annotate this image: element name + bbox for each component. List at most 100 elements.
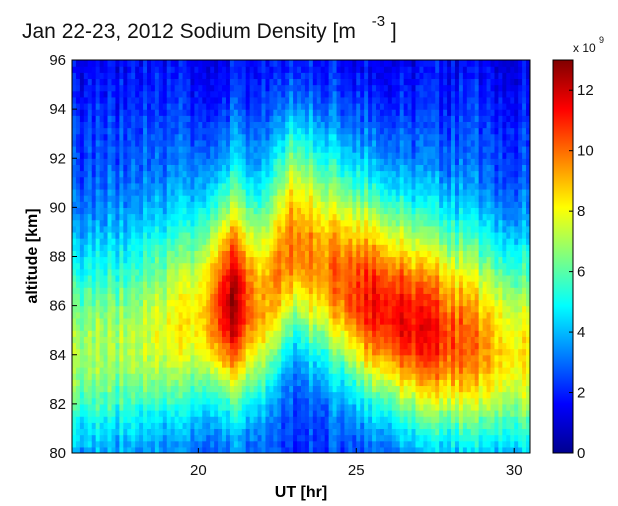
heatmap-cell (174, 72, 180, 80)
heatmap-cell (356, 225, 361, 233)
heatmap-cell (340, 422, 346, 430)
heatmap-cell (154, 324, 160, 331)
heatmap-cell (198, 225, 203, 233)
heatmap-cell (158, 440, 164, 448)
heatmap-cell (123, 60, 128, 67)
heatmap-cell (143, 428, 148, 436)
heatmap-cell (194, 207, 199, 215)
heatmap-cell (154, 299, 160, 307)
heatmap-cell (174, 422, 180, 430)
heatmap-cell (316, 244, 322, 251)
heatmap-cell (186, 305, 192, 313)
heatmap-cell (123, 78, 128, 86)
heatmap-cell (111, 342, 117, 350)
heatmap-cell (261, 281, 267, 288)
heatmap-cell (324, 60, 330, 67)
heatmap-cell (186, 379, 192, 387)
heatmap-cell (233, 109, 239, 116)
heatmap-cell (91, 403, 97, 411)
heatmap-cell (127, 121, 132, 129)
heatmap-plot-area (72, 60, 530, 453)
heatmap-cell (372, 72, 377, 80)
heatmap-cell (225, 219, 231, 227)
heatmap-cell (150, 354, 156, 362)
heatmap-cell (87, 391, 93, 399)
heatmap-cell (222, 293, 227, 301)
heatmap-cell (79, 152, 85, 159)
heatmap-cell (115, 342, 120, 350)
heatmap-cell (178, 152, 184, 159)
heatmap-cell (285, 262, 290, 270)
heatmap-cell (214, 72, 219, 80)
heatmap-cell (91, 60, 97, 67)
heatmap-cell (293, 299, 298, 307)
heatmap-cell (72, 293, 77, 301)
heatmap-cell (72, 281, 77, 288)
heatmap-cell (261, 158, 267, 165)
heatmap-cell (174, 96, 180, 104)
heatmap-cell (249, 182, 255, 190)
heatmap-cell (123, 428, 128, 436)
heatmap-cell (269, 422, 274, 430)
heatmap-cell (344, 354, 349, 362)
heatmap-cell (273, 262, 278, 270)
heatmap-cell (372, 440, 377, 448)
heatmap-cell (285, 170, 290, 178)
heatmap-cell (308, 403, 314, 411)
heatmap-cell (150, 102, 156, 110)
heatmap-cell (289, 410, 294, 417)
heatmap-cell (245, 152, 251, 159)
heatmap-cell (372, 428, 377, 436)
heatmap-cell (257, 127, 263, 135)
heatmap-cell (131, 145, 136, 153)
heatmap-cell (233, 60, 239, 67)
heatmap-cell (261, 311, 267, 319)
heatmap-cell (301, 102, 306, 110)
heatmap-cell (328, 72, 334, 80)
heatmap-cell (324, 354, 330, 362)
heatmap-cell (352, 281, 357, 288)
heatmap-cell (87, 109, 93, 116)
heatmap-cell (301, 201, 306, 208)
heatmap-cell (316, 299, 322, 307)
heatmap-cell (135, 446, 140, 453)
heatmap-cell (154, 317, 160, 325)
heatmap-cell (182, 121, 188, 129)
heatmap-cell (107, 195, 113, 202)
heatmap-cell (261, 256, 267, 264)
heatmap-cell (372, 262, 377, 270)
heatmap-cell (293, 360, 298, 368)
heatmap-cell (364, 225, 369, 233)
heatmap-cell (107, 274, 113, 282)
heatmap-cell (297, 256, 302, 264)
heatmap-cell (352, 78, 357, 86)
heatmap-cell (225, 188, 231, 196)
heatmap-cell (241, 281, 247, 288)
heatmap-cell (364, 109, 369, 116)
heatmap-cell (379, 446, 385, 453)
heatmap-cell (324, 182, 330, 190)
heatmap-cell (320, 317, 326, 325)
heatmap-cell (147, 428, 152, 436)
heatmap-cell (297, 238, 302, 245)
heatmap-cell (206, 281, 211, 288)
heatmap-cell (344, 410, 349, 417)
heatmap-cell (332, 78, 338, 86)
heatmap-cell (308, 268, 314, 276)
heatmap-cell (190, 311, 195, 319)
heatmap-cell (95, 287, 101, 294)
heatmap-cell (72, 102, 77, 110)
heatmap-cell (91, 360, 97, 368)
heatmap-cell (72, 348, 77, 356)
heatmap-cell (147, 336, 152, 344)
heatmap-cell (210, 403, 215, 411)
heatmap-cell (273, 115, 278, 123)
heatmap-cell (143, 348, 148, 356)
heatmap-cell (376, 299, 381, 307)
heatmap-cell (320, 133, 326, 141)
heatmap-cell (340, 287, 346, 294)
heatmap-cell (87, 195, 93, 202)
heatmap-cell (99, 354, 105, 362)
heatmap-cell (178, 201, 184, 208)
heatmap-cell (91, 207, 97, 215)
